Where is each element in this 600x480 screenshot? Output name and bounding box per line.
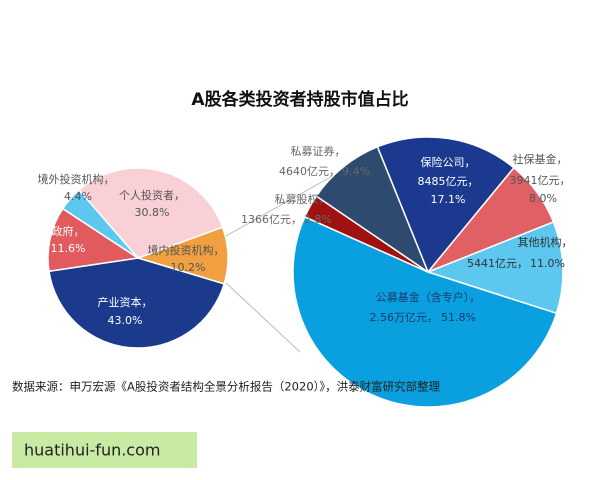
slice-value: 4.4%: [64, 190, 92, 203]
slice-label: 境外投资机构，: [38, 172, 115, 186]
slice-value: 2.8%: [304, 213, 332, 226]
slice-amount: 4640亿元，: [279, 165, 340, 178]
slice-amount: 2.56万亿元，: [370, 311, 439, 324]
slice-label: 个人投资者，: [119, 188, 185, 202]
slice-value: 51.8%: [441, 311, 476, 324]
slice-label: 其他机构，: [518, 235, 573, 249]
slice-label: 社保基金，: [513, 152, 568, 166]
slice-label: 保险公司，: [421, 155, 476, 169]
slice-value: 11.6%: [51, 242, 86, 255]
slice-label: 私募股权，: [275, 193, 330, 206]
watermark: huatihui-fun.com: [24, 441, 160, 460]
pie-slice: [376, 136, 515, 274]
slice-label: 政府，: [52, 224, 85, 238]
chart-title: A股各类投资者持股市值占比: [191, 89, 408, 110]
connector: [225, 282, 301, 353]
pie-slice: [78, 167, 224, 259]
slice-value: 10.2%: [171, 261, 206, 274]
slice-value: 17.1%: [431, 193, 466, 206]
slice-amount: 8485亿元，: [418, 175, 479, 188]
source-note: 数据来源：申万宏源《A股投资者结构全景分析报告（2020）》，洪泰财富研究部整理: [12, 380, 441, 394]
slice-value: 43.0%: [108, 314, 143, 327]
slice-label: 私募证券，: [291, 144, 346, 158]
pie-slice: [315, 145, 430, 275]
pie-slice: [292, 215, 558, 408]
slice-amount: 3941亿元，: [510, 174, 571, 187]
pie-slice: [425, 221, 564, 315]
pie-slice: [47, 207, 141, 273]
slice-value: 8.0%: [529, 192, 557, 205]
pies: 境内投资机构， 10.2% 产业资本， 43.0% 政府， 11.6% 境外投资机构， 4.4…: [38, 136, 573, 408]
slice-value: 9.4%: [342, 165, 370, 178]
slice-label: 产业资本，: [98, 295, 153, 309]
slice-amount: 1366亿元，: [241, 213, 302, 226]
slice-value: 30.8%: [135, 206, 170, 219]
pie-slice: [48, 257, 226, 349]
slice-label: 境内投资机构，: [148, 243, 225, 257]
slice-amount: 5441亿元，: [467, 257, 528, 270]
watermark-box: [12, 432, 197, 468]
slice-value: 11.0%: [530, 257, 565, 270]
slice-label: 公募基金（含专户），: [376, 290, 481, 304]
